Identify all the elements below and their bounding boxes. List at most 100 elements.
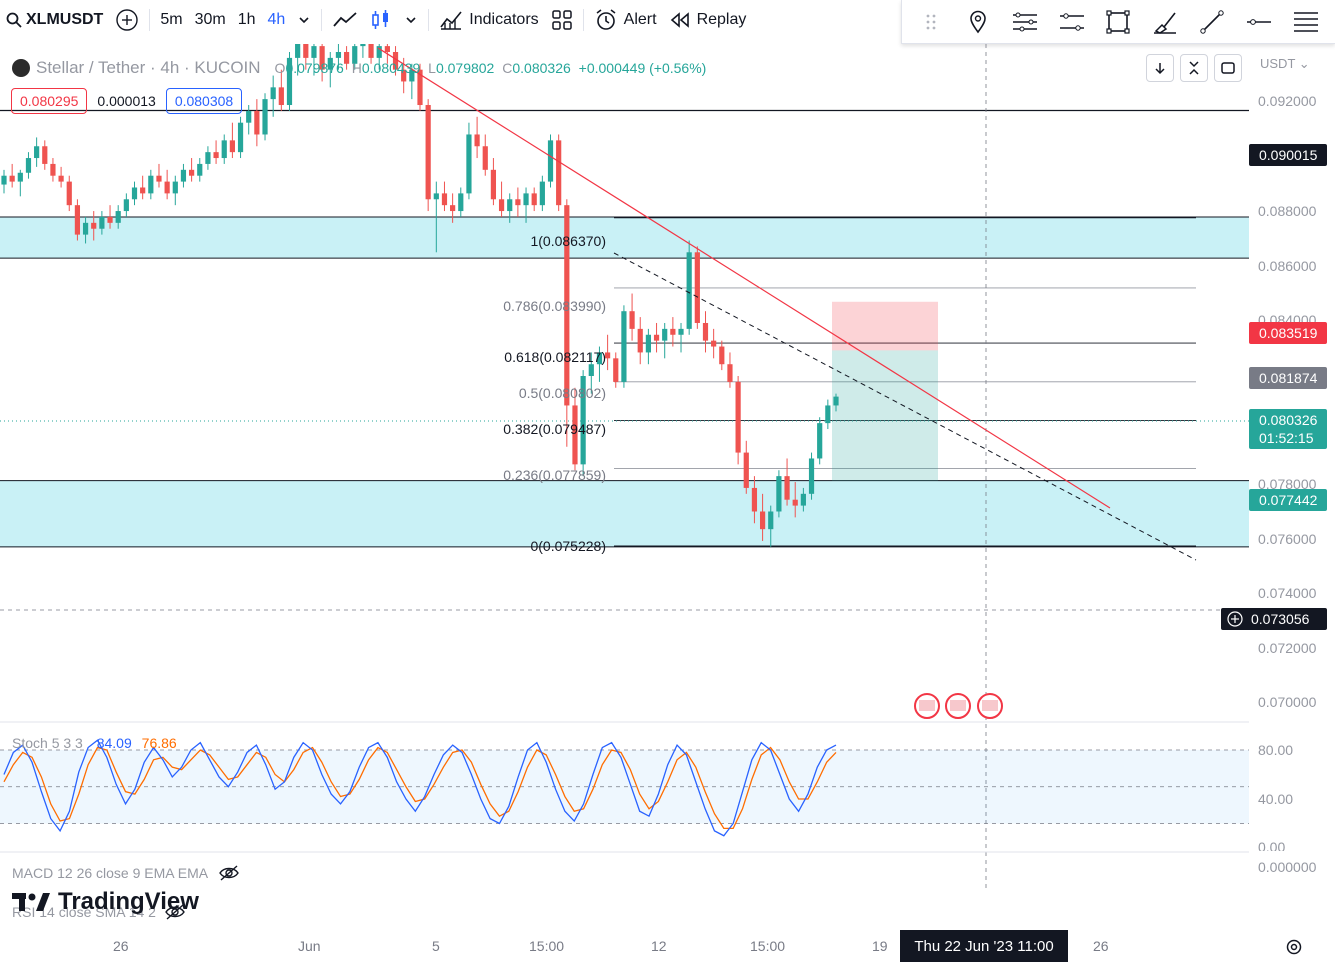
layouts-button[interactable] [545, 0, 579, 40]
search-icon [6, 12, 22, 28]
candle-body [653, 334, 660, 341]
collapse-button[interactable] [1180, 54, 1208, 82]
candle-body [833, 396, 839, 406]
price-axis-label: 0.078000 [1258, 476, 1317, 492]
fib-retracement-icon[interactable] [1292, 8, 1320, 36]
interval-30m[interactable]: 30m [194, 11, 226, 28]
candle-body [580, 376, 586, 465]
candle-body [792, 499, 798, 506]
line-chart-button[interactable] [326, 0, 364, 40]
candle-body [140, 187, 146, 194]
rsi-label: RSI 14 close SMA 14 2 [12, 904, 156, 920]
rectangle-icon[interactable] [1104, 8, 1132, 36]
stop-loss-tag: 0.083519 [1249, 322, 1327, 344]
time-axis-label: 19 [872, 938, 888, 954]
chevron-down-icon [299, 17, 309, 24]
fib-label-0618: 0.618(0.082117) [504, 349, 606, 365]
candle-body [221, 140, 227, 159]
candle-body [523, 193, 529, 206]
fib-label-0: 0(0.075228) [530, 538, 606, 554]
macd-legend[interactable]: MACD 12 26 close 9 EMA EMA [12, 865, 240, 881]
candle-body [34, 146, 40, 159]
rsi-legend[interactable]: RSI 14 close SMA 14 2 [12, 904, 186, 920]
currency-selector[interactable]: USDT ⌄ [1260, 56, 1310, 71]
buy-button[interactable]: 0.080308 [165, 88, 243, 114]
candle-body [205, 152, 211, 164]
candle-body [123, 199, 129, 212]
stoch-axis-label: 40.00 [1258, 791, 1294, 807]
indicators-label: Indicators [469, 11, 539, 28]
interval-1h[interactable]: 1h [237, 11, 256, 28]
candle-body [254, 110, 260, 135]
interval-4h[interactable]: 4h [267, 11, 286, 28]
chart-type-dropdown[interactable] [398, 0, 424, 40]
scroll-to-latest-button[interactable] [1146, 54, 1174, 82]
horizontal-ray-icon[interactable] [1245, 8, 1273, 36]
candle-body [702, 322, 709, 341]
candle-body [91, 222, 97, 229]
stoch-legend[interactable]: Stoch 5 3 3 84.09 76.86 [12, 735, 177, 751]
eye-off-icon[interactable] [164, 904, 186, 920]
take-profit-area [832, 350, 938, 481]
crosshair-price-tag[interactable]: 0.073056 [1221, 608, 1327, 630]
eye-off-icon[interactable] [218, 865, 240, 881]
interval-dropdown[interactable] [291, 0, 317, 40]
stoch-d-value: 76.86 [141, 735, 177, 751]
close-label: C [502, 60, 513, 76]
price-axis-label: 0.074000 [1258, 585, 1317, 601]
candle-body [99, 216, 105, 229]
candle-body [368, 44, 374, 58]
candles-button[interactable] [364, 0, 398, 40]
candle-body [645, 334, 651, 353]
fib-label-05: 0.5(0.080802) [518, 385, 606, 401]
candle-body [686, 252, 692, 329]
sell-button[interactable]: 0.080295 [11, 88, 88, 114]
price-chart[interactable] [0, 44, 1249, 924]
low-label: L [428, 60, 436, 76]
alert-button[interactable]: Alert [588, 0, 663, 40]
stoch-d-line [3, 746, 837, 830]
chevron-down-icon [406, 17, 416, 24]
crosshair-price-value: 0.073056 [1251, 611, 1310, 627]
pin-icon[interactable] [964, 8, 992, 36]
time-axis-label: 15:00 [529, 938, 565, 954]
drag-handle-icon[interactable] [917, 8, 945, 36]
maximize-button[interactable] [1214, 54, 1242, 82]
candle-body [531, 193, 537, 206]
candle-body [246, 110, 252, 123]
compare-button[interactable] [109, 0, 145, 40]
level-top-tag: 0.090015 [1249, 144, 1327, 166]
candle-body [482, 146, 488, 170]
candle-body [588, 364, 594, 376]
resistance-zone [0, 216, 1249, 259]
candle-body [417, 69, 423, 106]
horizontal-lines-icon[interactable] [1011, 8, 1039, 36]
crosshair-time-tag: Thu 22 Jun '23 11:00 [900, 930, 1068, 962]
candle-body [58, 175, 64, 182]
replay-button[interactable]: Replay [663, 0, 753, 40]
price-axis-label: 0.088000 [1258, 203, 1317, 219]
price-axis-label: 0.086000 [1258, 258, 1317, 274]
candle-body [335, 52, 342, 58]
candle-body [596, 352, 603, 365]
candle-body [360, 44, 366, 47]
candle-body [82, 222, 89, 235]
settings-button[interactable] [1284, 937, 1304, 962]
candle-body [295, 44, 301, 58]
symbol-search[interactable]: XLMUSDT [0, 0, 109, 40]
candle-body [401, 69, 407, 82]
high-label: H [351, 60, 362, 76]
candle-body [319, 46, 325, 70]
candle-body [278, 87, 284, 106]
indicators-button[interactable]: Indicators [433, 0, 544, 40]
candle-body [433, 193, 439, 200]
candle-body [270, 87, 276, 100]
candle-body [50, 163, 56, 176]
trend-line-icon[interactable] [1198, 8, 1226, 36]
parallel-channel-icon[interactable] [1058, 8, 1086, 36]
interval-5m[interactable]: 5m [160, 11, 183, 28]
candle-body [9, 175, 15, 182]
brush-icon[interactable] [1151, 8, 1179, 36]
price-axis-label: 0.070000 [1258, 694, 1317, 710]
tradingview-mark-icon [12, 893, 50, 911]
